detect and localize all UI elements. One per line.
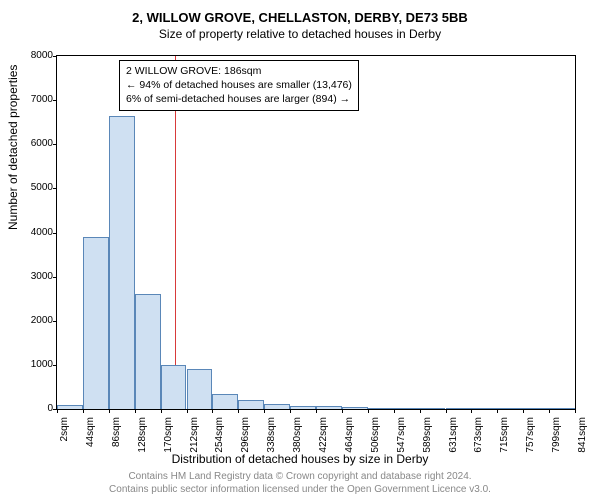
footer-line2: Contains public sector information licen… <box>0 484 600 497</box>
xtick-label: 631sqm <box>448 417 459 457</box>
histogram-bar <box>264 404 290 409</box>
histogram-bar <box>57 405 83 409</box>
xtick-label: 86sqm <box>111 417 122 457</box>
histogram-bar <box>523 408 549 409</box>
ytick-mark <box>53 188 57 189</box>
xtick-label: 380sqm <box>292 417 303 457</box>
xtick-mark <box>264 409 265 413</box>
ytick-mark <box>53 233 57 234</box>
xtick-label: 547sqm <box>396 417 407 457</box>
histogram-bar <box>238 400 264 409</box>
ytick-label: 2000 <box>23 315 53 326</box>
page-title: 2, WILLOW GROVE, CHELLASTON, DERBY, DE73… <box>0 0 600 25</box>
footer-attribution: Contains HM Land Registry data © Crown c… <box>0 471 600 496</box>
ytick-label: 3000 <box>23 271 53 282</box>
histogram-bar <box>161 365 187 409</box>
histogram-bar <box>549 408 575 409</box>
histogram-bar <box>394 408 420 409</box>
xtick-mark <box>109 409 110 413</box>
xtick-label: 2sqm <box>59 417 70 457</box>
xtick-label: 841sqm <box>577 417 588 457</box>
xtick-mark <box>342 409 343 413</box>
histogram-bar <box>471 408 497 409</box>
xtick-label: 673sqm <box>473 417 484 457</box>
ytick-label: 0 <box>23 403 53 414</box>
xtick-mark <box>575 409 576 413</box>
xtick-label: 296sqm <box>240 417 251 457</box>
xtick-mark <box>290 409 291 413</box>
histogram-bar <box>212 394 238 409</box>
xtick-mark <box>212 409 213 413</box>
annotation-line1: 2 WILLOW GROVE: 186sqm <box>126 64 352 78</box>
xtick-mark <box>161 409 162 413</box>
footer-line1: Contains HM Land Registry data © Crown c… <box>0 471 600 484</box>
xtick-mark <box>549 409 550 413</box>
xtick-label: 128sqm <box>137 417 148 457</box>
ytick-mark <box>53 277 57 278</box>
ytick-mark <box>53 321 57 322</box>
xtick-label: 422sqm <box>318 417 329 457</box>
histogram-bar <box>497 408 523 409</box>
xtick-mark <box>420 409 421 413</box>
ytick-label: 5000 <box>23 182 53 193</box>
histogram-bar <box>290 406 316 409</box>
annotation-line3: 6% of semi-detached houses are larger (8… <box>126 92 352 106</box>
xtick-label: 506sqm <box>370 417 381 457</box>
xtick-mark <box>135 409 136 413</box>
annotation-line2: ← 94% of detached houses are smaller (13… <box>126 78 352 92</box>
xtick-mark <box>83 409 84 413</box>
xtick-mark <box>446 409 447 413</box>
histogram-bar <box>83 237 109 409</box>
xtick-mark <box>187 409 188 413</box>
xtick-mark <box>523 409 524 413</box>
ytick-mark <box>53 365 57 366</box>
ytick-label: 6000 <box>23 138 53 149</box>
ytick-label: 7000 <box>23 94 53 105</box>
ytick-label: 8000 <box>23 50 53 61</box>
ytick-mark <box>53 144 57 145</box>
histogram-bar <box>135 294 161 409</box>
xtick-label: 464sqm <box>344 417 355 457</box>
ytick-mark <box>53 56 57 57</box>
xtick-label: 338sqm <box>266 417 277 457</box>
ytick-mark <box>53 100 57 101</box>
xtick-mark <box>57 409 58 413</box>
ytick-label: 1000 <box>23 359 53 370</box>
ytick-label: 4000 <box>23 227 53 238</box>
xtick-label: 757sqm <box>525 417 536 457</box>
xtick-label: 254sqm <box>214 417 225 457</box>
histogram-bar <box>446 408 472 409</box>
histogram-bar <box>187 369 213 409</box>
xtick-mark <box>238 409 239 413</box>
chart-area: 2 WILLOW GROVE: 186sqm ← 94% of detached… <box>56 55 576 410</box>
histogram-bar <box>342 407 368 409</box>
xtick-mark <box>471 409 472 413</box>
xtick-mark <box>394 409 395 413</box>
annotation-box: 2 WILLOW GROVE: 186sqm ← 94% of detached… <box>119 60 359 111</box>
histogram-bar <box>368 408 394 409</box>
histogram-bar <box>420 408 446 409</box>
x-axis-label: Distribution of detached houses by size … <box>0 452 600 466</box>
xtick-label: 799sqm <box>551 417 562 457</box>
xtick-label: 170sqm <box>163 417 174 457</box>
histogram-bar <box>316 406 342 409</box>
page-subtitle: Size of property relative to detached ho… <box>0 25 600 41</box>
xtick-label: 589sqm <box>422 417 433 457</box>
xtick-mark <box>368 409 369 413</box>
xtick-label: 212sqm <box>189 417 200 457</box>
y-axis-label: Number of detached properties <box>6 65 20 230</box>
xtick-mark <box>316 409 317 413</box>
histogram-bar <box>109 116 135 409</box>
xtick-label: 44sqm <box>85 417 96 457</box>
xtick-label: 715sqm <box>499 417 510 457</box>
xtick-mark <box>497 409 498 413</box>
